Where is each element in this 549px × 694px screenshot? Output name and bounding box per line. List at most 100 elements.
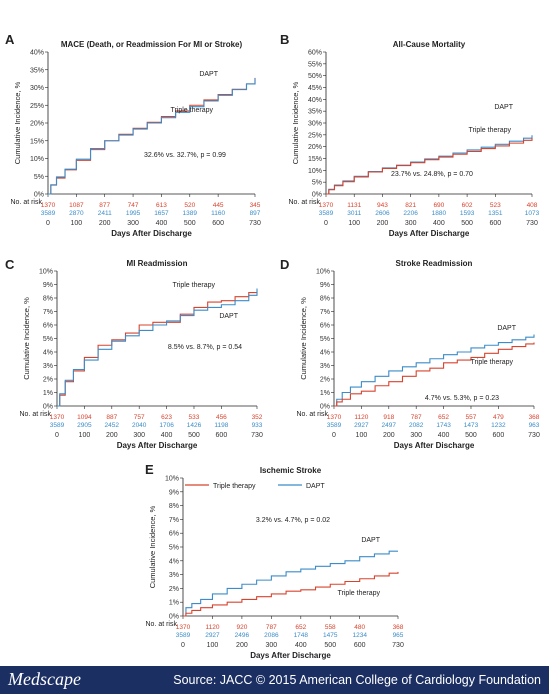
- triple-therapy-series-line: [183, 571, 399, 617]
- risk-triple-value: 1094: [77, 414, 92, 421]
- dapt-label: DAPT: [497, 325, 516, 332]
- risk-dapt-value: 1198: [214, 422, 228, 429]
- footer-bar: Medscape Source: JACC © 2015 American Co…: [0, 666, 549, 694]
- risk-triple-value: 943: [377, 202, 388, 209]
- x-tick-label: 100: [79, 432, 91, 439]
- medscape-logo[interactable]: Medscape: [8, 669, 81, 689]
- risk-triple-value: 368: [393, 624, 404, 631]
- y-tick-label: 5%: [34, 174, 44, 181]
- risk-dapt-value: 2452: [105, 422, 120, 429]
- risk-triple-value: 456: [216, 414, 227, 421]
- y-tick-label: 9%: [43, 282, 53, 289]
- risk-dapt-value: 1160: [211, 210, 225, 217]
- y-tick-label: 10%: [165, 476, 179, 483]
- risk-triple-value: 533: [189, 414, 200, 421]
- p-value-annotation: 32.6% vs. 32.7%, p = 0.99: [144, 152, 226, 159]
- x-tick-label: 100: [356, 432, 368, 439]
- risk-triple-value: 918: [383, 414, 394, 421]
- risk-row-label: No. at risk: [296, 411, 328, 418]
- chart-title: Ischemic Stroke: [260, 466, 322, 475]
- y-tick-label: 10%: [308, 168, 322, 175]
- dapt-label: DAPT: [219, 313, 238, 320]
- risk-triple-value: 1370: [327, 414, 342, 421]
- y-tick-label: 6%: [43, 323, 53, 330]
- x-tick-label: 0: [46, 220, 50, 227]
- y-tick-label: 8%: [320, 296, 330, 303]
- y-tick-label: 3%: [43, 363, 53, 370]
- panel-letter: A: [5, 32, 15, 47]
- km-figure: A MACE (Death, or Readmission For MI or S…: [5, 32, 540, 660]
- risk-triple-value: 558: [325, 624, 336, 631]
- risk-row-label: No. at risk: [288, 199, 320, 206]
- risk-triple-value: 690: [433, 202, 444, 209]
- x-tick-label: 730: [251, 432, 263, 439]
- risk-triple-value: 787: [411, 414, 422, 421]
- y-tick-label: 5%: [320, 336, 330, 343]
- risk-triple-value: 877: [99, 202, 110, 209]
- risk-dapt-value: 1475: [323, 632, 338, 639]
- x-tick-label: 300: [133, 432, 145, 439]
- y-tick-label: 25%: [30, 103, 44, 110]
- panel-letter: B: [280, 32, 289, 47]
- y-tick-label: 2%: [43, 377, 53, 384]
- risk-triple-value: 557: [466, 414, 477, 421]
- x-tick-label: 200: [377, 220, 389, 227]
- y-tick-label: 7%: [320, 309, 330, 316]
- y-tick-label: 15%: [308, 156, 322, 163]
- dapt-series-line: [334, 334, 535, 407]
- risk-dapt-value: 1234: [352, 632, 367, 639]
- x-tick-label: 0: [332, 432, 336, 439]
- x-tick-label: 730: [392, 642, 404, 649]
- x-tick-label: 100: [207, 642, 219, 649]
- y-axis-label: Cumulative Incidence, %: [148, 505, 157, 588]
- panel-letter: E: [145, 462, 154, 477]
- risk-row-label: No. at risk: [145, 621, 177, 628]
- y-tick-label: 0%: [34, 192, 44, 199]
- x-axis-label: Days After Discharge: [117, 441, 198, 450]
- risk-dapt-value: 3589: [327, 422, 342, 429]
- y-tick-label: 4%: [43, 350, 53, 357]
- x-axis-label: Days After Discharge: [389, 229, 470, 238]
- x-tick-label: 730: [249, 220, 261, 227]
- risk-dapt-value: 933: [252, 422, 263, 429]
- y-tick-label: 9%: [320, 282, 330, 289]
- y-tick-label: 8%: [43, 296, 53, 303]
- p-value-annotation: 3.2% vs. 4.7%, p = 0.02: [256, 517, 330, 524]
- y-tick-label: 7%: [169, 517, 179, 524]
- x-tick-label: 600: [216, 432, 228, 439]
- risk-dapt-value: 2082: [409, 422, 424, 429]
- y-tick-label: 0%: [320, 404, 330, 411]
- y-axis-label: Cumulative Incidence, %: [22, 297, 31, 380]
- risk-triple-value: 1087: [69, 202, 84, 209]
- x-tick-label: 600: [212, 220, 224, 227]
- risk-triple-value: 821: [405, 202, 416, 209]
- y-tick-label: 5%: [43, 336, 53, 343]
- dapt-label: DAPT: [361, 537, 380, 544]
- chart-title: Stroke Readmission: [396, 259, 473, 268]
- risk-triple-value: 747: [128, 202, 139, 209]
- risk-dapt-value: 1232: [491, 422, 506, 429]
- risk-dapt-value: 3589: [176, 632, 191, 639]
- y-tick-label: 60%: [308, 50, 322, 57]
- triple-therapy-label: Triple therapy: [172, 282, 215, 289]
- y-tick-label: 2%: [169, 586, 179, 593]
- x-tick-label: 500: [188, 432, 200, 439]
- risk-triple-value: 787: [266, 624, 277, 631]
- risk-triple-value: 757: [134, 414, 145, 421]
- x-tick-label: 500: [184, 220, 196, 227]
- y-tick-label: 35%: [308, 109, 322, 116]
- x-tick-label: 400: [438, 432, 450, 439]
- risk-triple-value: 479: [493, 414, 504, 421]
- y-tick-label: 40%: [308, 97, 322, 104]
- y-tick-label: 6%: [320, 323, 330, 330]
- x-tick-label: 100: [71, 220, 83, 227]
- y-tick-label: 30%: [30, 85, 44, 92]
- risk-dapt-value: 2927: [354, 422, 369, 429]
- risk-dapt-value: 1389: [183, 210, 198, 217]
- x-axis-label: Days After Discharge: [111, 229, 192, 238]
- x-tick-label: 600: [489, 220, 501, 227]
- triple-therapy-label: Triple therapy: [468, 127, 511, 134]
- risk-dapt-value: 2497: [382, 422, 397, 429]
- risk-dapt-value: 3589: [41, 210, 56, 217]
- y-tick-label: 0%: [169, 614, 179, 621]
